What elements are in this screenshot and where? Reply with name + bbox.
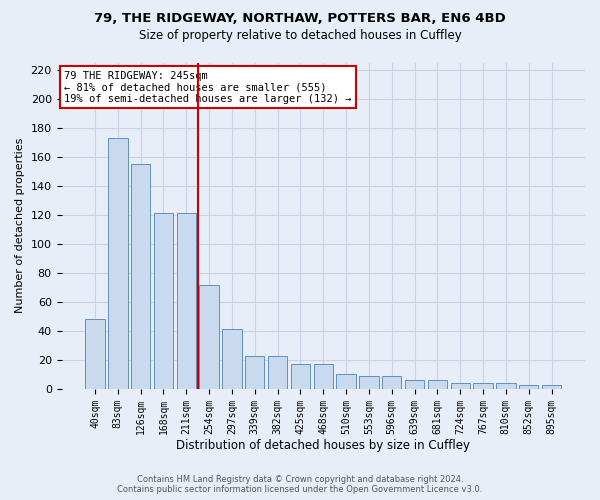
Bar: [405, 380, 424, 389]
Bar: [473, 383, 493, 389]
Text: 79, THE RIDGEWAY, NORTHAW, POTTERS BAR, EN6 4BD: 79, THE RIDGEWAY, NORTHAW, POTTERS BAR, …: [94, 12, 506, 26]
Bar: [268, 356, 287, 389]
Bar: [542, 384, 561, 389]
X-axis label: Distribution of detached houses by size in Cuffley: Distribution of detached houses by size …: [176, 440, 470, 452]
Text: Size of property relative to detached houses in Cuffley: Size of property relative to detached ho…: [139, 29, 461, 42]
Bar: [245, 356, 265, 389]
Bar: [291, 364, 310, 389]
Bar: [131, 164, 151, 389]
Bar: [428, 380, 447, 389]
Bar: [496, 383, 515, 389]
Bar: [176, 214, 196, 389]
Bar: [382, 376, 401, 389]
Bar: [108, 138, 128, 389]
Bar: [359, 376, 379, 389]
Text: 79 THE RIDGEWAY: 245sqm
← 81% of detached houses are smaller (555)
19% of semi-d: 79 THE RIDGEWAY: 245sqm ← 81% of detache…: [64, 70, 352, 104]
Bar: [199, 284, 219, 389]
Bar: [222, 330, 242, 389]
Text: Contains HM Land Registry data © Crown copyright and database right 2024.
Contai: Contains HM Land Registry data © Crown c…: [118, 474, 482, 494]
Bar: [519, 384, 538, 389]
Bar: [337, 374, 356, 389]
Bar: [451, 383, 470, 389]
Bar: [314, 364, 333, 389]
Bar: [154, 214, 173, 389]
Bar: [85, 320, 105, 389]
Y-axis label: Number of detached properties: Number of detached properties: [15, 138, 25, 314]
